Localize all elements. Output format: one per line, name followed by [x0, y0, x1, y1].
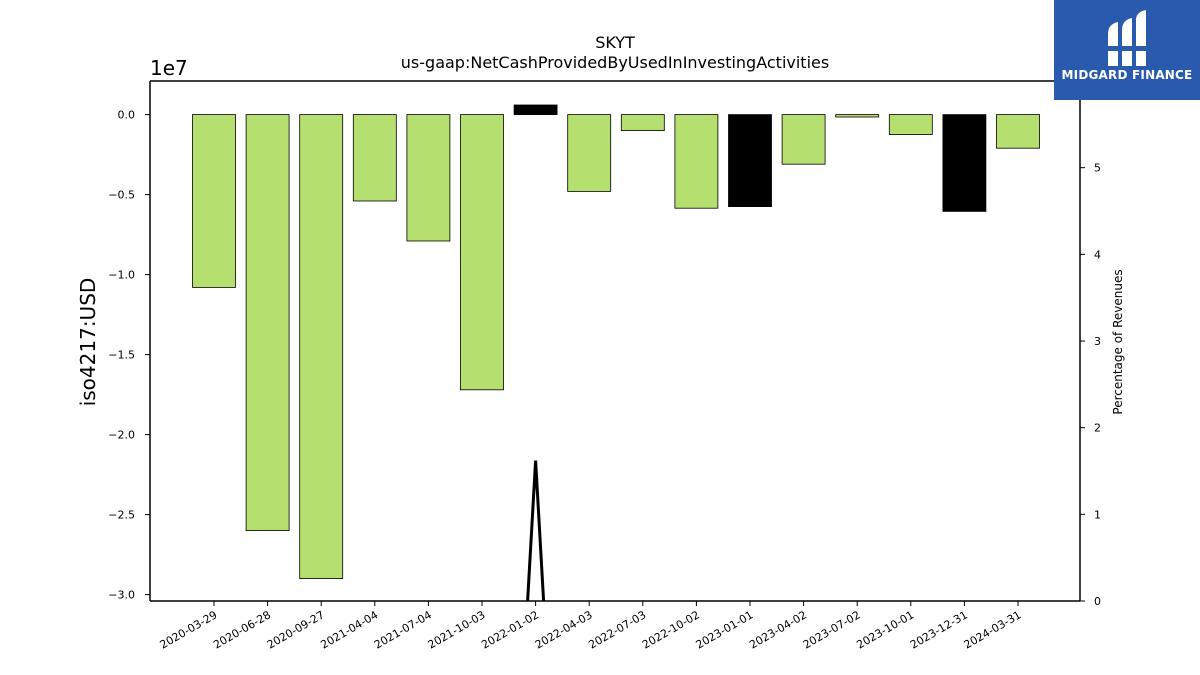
midgard-logo-icon: [1108, 10, 1146, 66]
bar-2021-10-03: [460, 114, 504, 391]
bars: [192, 104, 1040, 579]
x-tick-label: 2020-09-27: [265, 608, 327, 651]
x-tick-label: 2023-10-01: [854, 608, 916, 651]
x-tick-label: 2022-10-02: [640, 608, 702, 651]
x-tick-label: 2023-07-02: [801, 608, 863, 651]
percentage-line: [526, 460, 546, 602]
bar-2021-07-04: [406, 114, 451, 242]
x-ticks: 2020-03-292020-06-282020-09-272021-04-04…: [158, 601, 1024, 652]
bar-2022-10-02: [674, 114, 719, 209]
bar-2020-09-27: [299, 114, 344, 579]
x-tick-label: 2020-06-28: [211, 608, 273, 651]
y-tick-label: −3.0: [108, 589, 135, 602]
y2-tick-label: 3: [1094, 335, 1101, 348]
x-tick-label: 2024-03-31: [962, 608, 1024, 651]
bar-2023-04-02: [781, 114, 826, 165]
bar-2023-07-02: [835, 114, 880, 118]
x-tick-label: 2020-03-29: [158, 608, 220, 651]
x-tick-label: 2021-04-04: [318, 608, 380, 651]
y2-tick-label: 4: [1094, 248, 1101, 261]
secondary-line-layer: [526, 460, 546, 602]
y-tick-label: −1.5: [108, 349, 135, 362]
x-tick-label: 2022-07-03: [586, 608, 648, 651]
brand-logo: MIDGARD FINANCE: [1054, 0, 1200, 100]
x-tick-label: 2023-04-02: [747, 608, 809, 651]
y-axis-offset-label: 1e7: [150, 56, 188, 80]
bar-2022-04-03: [567, 114, 612, 192]
x-tick-label: 2021-07-04: [372, 608, 434, 651]
y2-axis-label: Percentage of Revenues: [1111, 269, 1125, 414]
bar-2023-01-01: [728, 114, 772, 207]
y-tick-label: −1.0: [108, 269, 135, 282]
y2-ticks: 0 1 2 3 4 5: [1080, 162, 1101, 608]
bar-2020-06-28: [245, 114, 290, 531]
bar-2023-10-01: [888, 114, 933, 135]
y2-tick-label: 2: [1094, 422, 1101, 435]
y-tick-label: −2.0: [108, 429, 135, 442]
bar-2020-03-29: [192, 114, 236, 288]
x-tick-label: 2023-01-01: [694, 608, 756, 651]
y-tick-label: 0.0: [118, 109, 136, 122]
bar-2021-04-04: [352, 114, 397, 202]
y2-tick-label: 1: [1094, 508, 1101, 521]
y2-tick-label: 5: [1094, 162, 1101, 175]
x-tick-label: 2021-10-03: [426, 608, 488, 651]
bar-2024-03-31: [996, 114, 1040, 149]
bar-2023-12-31: [942, 114, 987, 212]
x-tick-label: 2022-01-02: [479, 608, 541, 651]
chart-subtitle: us-gaap:NetCashProvidedByUsedInInvesting…: [401, 53, 829, 72]
x-tick-label: 2023-12-31: [908, 608, 970, 651]
chart-title: SKYT: [595, 33, 635, 52]
y-ticks: 0.0 −0.5 −1.0 −1.5 −2.0 −2.5 −3.0: [108, 109, 150, 602]
x-tick-label: 2022-04-03: [533, 608, 595, 651]
bar-2022-07-03: [620, 114, 665, 131]
y-axis-label: iso4217:USD: [76, 278, 100, 407]
bar-2022-01-02: [513, 104, 558, 116]
y2-tick-label: 0: [1094, 595, 1101, 608]
y-tick-label: −2.5: [108, 509, 135, 522]
y-tick-label: −0.5: [108, 189, 135, 202]
logo-name: MIDGARD FINANCE: [1061, 68, 1193, 82]
